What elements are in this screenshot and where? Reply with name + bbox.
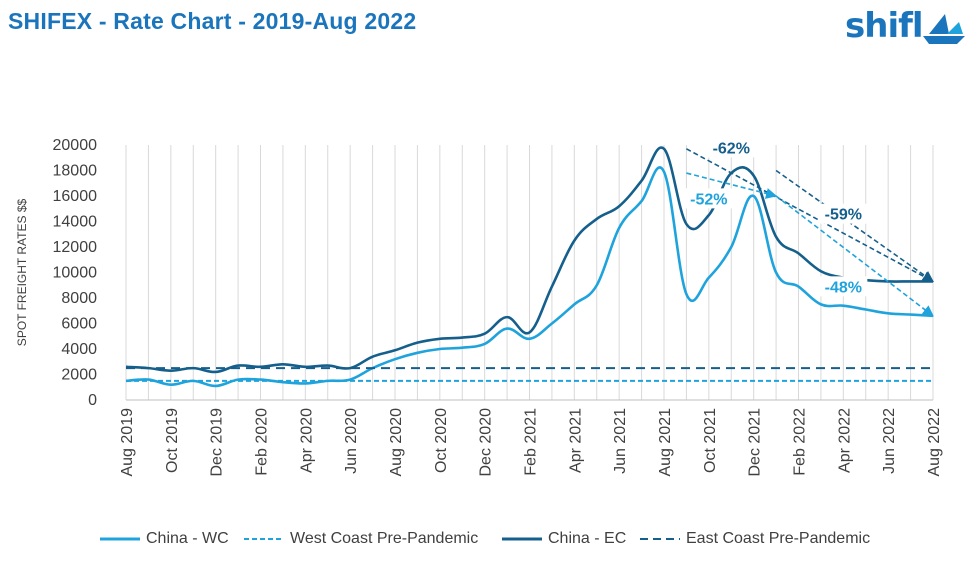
x-tick-label: Oct 2019 xyxy=(164,408,181,473)
legend-item-east-coast-pre-pandemic: East Coast Pre-Pandemic xyxy=(640,526,870,552)
annotation-label: -62% xyxy=(713,140,750,157)
annotation-label-bg xyxy=(819,203,868,224)
annotation-label-bg xyxy=(707,137,756,158)
y-tick-label: 10000 xyxy=(53,265,98,282)
series-china-ec xyxy=(125,146,933,374)
x-tick-label: Apr 2020 xyxy=(298,408,315,473)
logo-text: shifl xyxy=(845,6,924,46)
y-tick-label: 4000 xyxy=(61,341,97,358)
annotation-arrow xyxy=(686,148,934,283)
legend-swatch-east-coast xyxy=(640,538,680,540)
x-tick-label: Oct 2021 xyxy=(702,408,719,473)
y-tick-label: 6000 xyxy=(61,316,97,333)
x-tick-label: Aug 2021 xyxy=(657,408,674,477)
chart-legend: China - WC West Coast Pre-Pandemic China… xyxy=(0,526,979,552)
y-tick-label: 8000 xyxy=(61,290,97,307)
annotation-label-bg xyxy=(684,188,733,209)
legend-swatch-china-wc xyxy=(100,537,140,541)
legend-item-china-wc: China - WC xyxy=(100,526,229,552)
x-tick-label: Feb 2022 xyxy=(792,408,809,476)
series-china-wc xyxy=(125,166,934,388)
y-tick-label: 12000 xyxy=(53,239,98,256)
annotation-label: -52% xyxy=(690,191,727,208)
shifl-logo: shifl xyxy=(845,6,965,50)
annotation-label-bg xyxy=(819,276,868,297)
y-tick-label: 14000 xyxy=(53,214,98,231)
y-axis-label: SPOT FREIGHT RATES $$ xyxy=(15,198,29,346)
x-tick-label: Oct 2020 xyxy=(433,408,450,473)
x-tick-label: Jun 2020 xyxy=(343,408,360,474)
x-tick-label: Aug 2019 xyxy=(119,408,136,477)
legend-label-china-wc: China - WC xyxy=(146,530,229,547)
x-tick-label: Aug 2022 xyxy=(926,408,943,477)
legend-swatch-west-coast xyxy=(244,538,284,540)
annotation-label: -59% xyxy=(825,207,862,224)
chart-title: SHIFEX - Rate Chart - 2019-Aug 2022 xyxy=(8,8,417,34)
y-tick-label: 16000 xyxy=(53,188,98,205)
legend-swatch-china-ec xyxy=(502,537,542,541)
x-tick-label: Dec 2019 xyxy=(209,408,226,477)
x-tick-label: Jun 2021 xyxy=(612,408,629,474)
paper-boat-icon xyxy=(923,14,965,44)
legend-label-china-ec: China - EC xyxy=(548,530,627,547)
x-tick-label: Apr 2022 xyxy=(836,408,853,473)
annotation-arrow xyxy=(775,195,934,317)
y-tick-label: 0 xyxy=(88,392,97,409)
annotation-label: -48% xyxy=(825,279,862,296)
x-tick-label: Dec 2021 xyxy=(747,408,764,477)
x-tick-label: Apr 2021 xyxy=(567,408,584,473)
x-tick-label: Jun 2022 xyxy=(881,408,898,474)
rate-chart: 0 2000 4000 6000 8000 10000 12000 14000 16000 180… xyxy=(15,137,943,477)
y-tick-label: 20000 xyxy=(53,137,98,154)
x-tick-label: Aug 2020 xyxy=(388,408,405,477)
x-tick-label: Feb 2021 xyxy=(523,408,540,476)
y-tick-label: 18000 xyxy=(53,163,98,180)
legend-label-west-coast: West Coast Pre-Pandemic xyxy=(290,530,479,547)
legend-label-east-coast: East Coast Pre-Pandemic xyxy=(686,530,871,547)
x-tick-label: Feb 2020 xyxy=(254,408,271,476)
annotation-arrow xyxy=(775,169,934,283)
legend-item-china-ec: China - EC xyxy=(502,526,626,552)
y-tick-label: 2000 xyxy=(61,367,97,384)
legend-item-west-coast-pre-pandemic: West Coast Pre-Pandemic xyxy=(244,526,478,552)
x-tick-label: Dec 2020 xyxy=(478,408,495,477)
